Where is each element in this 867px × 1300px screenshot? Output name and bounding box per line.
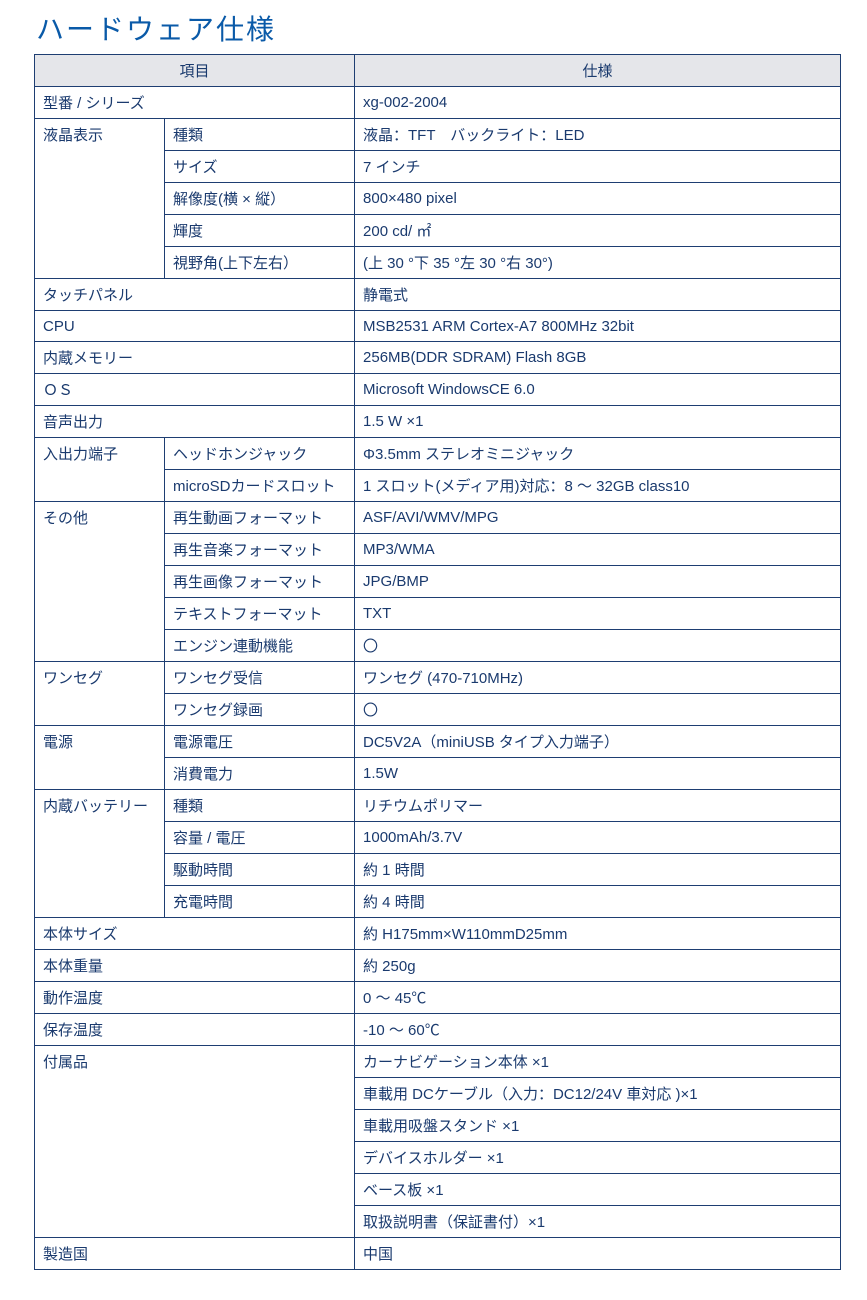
value-io-head: Φ3.5mm ステレオミニジャック <box>355 438 841 470</box>
value-power-cons: 1.5W <box>355 758 841 790</box>
label-oneseg-rec: ワンセグ録画 <box>165 694 355 726</box>
row-optemp: 動作温度 0 ～ 45℃ <box>35 982 841 1014</box>
value-other-image: JPG/BMP <box>355 566 841 598</box>
value-touch: 静電式 <box>355 279 841 311</box>
value-lcd-angle: (上 30 °下 35 °左 30 °右 30°) <box>355 247 841 279</box>
label-oneseg-recv: ワンセグ受信 <box>165 662 355 694</box>
group-other: その他 <box>35 502 165 662</box>
value-power-volt: DC5V2A（miniUSB タイプ入力端子） <box>355 726 841 758</box>
value-acc-2: 車載用 DCケーブル（入力：DC12/24V 車対応 )×1 <box>355 1078 841 1110</box>
value-other-video: ASF/AVI/WMV/MPG <box>355 502 841 534</box>
group-io: 入出力端子 <box>35 438 165 502</box>
row-bodyweight: 本体重量 約 250g <box>35 950 841 982</box>
label-bodyweight: 本体重量 <box>35 950 355 982</box>
value-lcd-size: 7 インチ <box>355 151 841 183</box>
value-os: Microsoft WindowsCE 6.0 <box>355 374 841 406</box>
row-lcd-type: 液晶表示 種類 液晶：TFT バックライト：LED <box>35 119 841 151</box>
label-lcd-res: 解像度(横 × 縦） <box>165 183 355 215</box>
header-row: 項目 仕様 <box>35 55 841 87</box>
label-bodysize: 本体サイズ <box>35 918 355 950</box>
spec-page: ハードウェア仕様 項目 仕様 型番 / シリーズ xg-002-2004 液晶表… <box>0 0 867 1300</box>
value-acc-4: デバイスホルダー ×1 <box>355 1142 841 1174</box>
group-oneseg: ワンセグ <box>35 662 165 726</box>
header-spec: 仕様 <box>355 55 841 87</box>
label-optemp: 動作温度 <box>35 982 355 1014</box>
value-storetemp: -10 ～ 60℃ <box>355 1014 841 1046</box>
label-power-cons: 消費電力 <box>165 758 355 790</box>
label-other-video: 再生動画フォーマット <box>165 502 355 534</box>
group-accessories: 付属品 <box>35 1046 355 1238</box>
value-lcd-type: 液晶：TFT バックライト：LED <box>355 119 841 151</box>
row-storetemp: 保存温度 -10 ～ 60℃ <box>35 1014 841 1046</box>
value-audio: 1.5 W ×1 <box>355 406 841 438</box>
row-battery-type: 内蔵バッテリー 種類 リチウムポリマー <box>35 790 841 822</box>
value-acc-6: 取扱説明書（保証書付）×1 <box>355 1206 841 1238</box>
value-acc-1: カーナビゲーション本体 ×1 <box>355 1046 841 1078</box>
label-touch: タッチパネル <box>35 279 355 311</box>
label-io-sd: microSDカードスロット <box>165 470 355 502</box>
value-battery-run: 約 1 時間 <box>355 854 841 886</box>
label-other-image: 再生画像フォーマット <box>165 566 355 598</box>
label-lcd-size: サイズ <box>165 151 355 183</box>
row-other-video: その他 再生動画フォーマット ASF/AVI/WMV/MPG <box>35 502 841 534</box>
label-power-volt: 電源電圧 <box>165 726 355 758</box>
value-memory: 256MB(DDR SDRAM) Flash 8GB <box>355 342 841 374</box>
row-oneseg-recv: ワンセグ ワンセグ受信 ワンセグ (470-710MHz) <box>35 662 841 694</box>
label-lcd-bright: 輝度 <box>165 215 355 247</box>
label-battery-cap: 容量 / 電圧 <box>165 822 355 854</box>
group-power: 電源 <box>35 726 165 790</box>
page-title: ハードウェア仕様 <box>36 8 841 48</box>
value-lcd-res: 800×480 pixel <box>355 183 841 215</box>
label-model: 型番 / シリーズ <box>35 87 355 119</box>
value-oneseg-rec: 〇 <box>355 694 841 726</box>
label-other-engine: エンジン連動機能 <box>165 630 355 662</box>
row-audio: 音声出力 1.5 W ×1 <box>35 406 841 438</box>
row-origin: 製造国 中国 <box>35 1238 841 1270</box>
value-io-sd: 1 スロット(メディア用)対応：8 ～ 32GB class10 <box>355 470 841 502</box>
value-optemp: 0 ～ 45℃ <box>355 982 841 1014</box>
label-battery-charge: 充電時間 <box>165 886 355 918</box>
row-touch: タッチパネル 静電式 <box>35 279 841 311</box>
group-battery: 内蔵バッテリー <box>35 790 165 918</box>
row-io-head: 入出力端子 ヘッドホンジャック Φ3.5mm ステレオミニジャック <box>35 438 841 470</box>
value-battery-type: リチウムポリマー <box>355 790 841 822</box>
value-other-engine: 〇 <box>355 630 841 662</box>
label-os: ＯＳ <box>35 374 355 406</box>
spec-table: 項目 仕様 型番 / シリーズ xg-002-2004 液晶表示 種類 液晶：T… <box>34 54 841 1270</box>
row-cpu: CPU MSB2531 ARM Cortex-A7 800MHz 32bit <box>35 311 841 342</box>
value-oneseg-recv: ワンセグ (470-710MHz) <box>355 662 841 694</box>
group-lcd: 液晶表示 <box>35 119 165 279</box>
label-origin: 製造国 <box>35 1238 355 1270</box>
row-model: 型番 / シリーズ xg-002-2004 <box>35 87 841 119</box>
row-os: ＯＳ Microsoft WindowsCE 6.0 <box>35 374 841 406</box>
label-battery-run: 駆動時間 <box>165 854 355 886</box>
value-other-music: MP3/WMA <box>355 534 841 566</box>
header-item: 項目 <box>35 55 355 87</box>
label-lcd-angle: 視野角(上下左右） <box>165 247 355 279</box>
label-audio: 音声出力 <box>35 406 355 438</box>
row-power-volt: 電源 電源電圧 DC5V2A（miniUSB タイプ入力端子） <box>35 726 841 758</box>
label-storetemp: 保存温度 <box>35 1014 355 1046</box>
label-battery-type: 種類 <box>165 790 355 822</box>
row-acc-1: 付属品 カーナビゲーション本体 ×1 <box>35 1046 841 1078</box>
row-bodysize: 本体サイズ 約 H175mm×W110mmD25mm <box>35 918 841 950</box>
value-bodysize: 約 H175mm×W110mmD25mm <box>355 918 841 950</box>
value-acc-5: ベース板 ×1 <box>355 1174 841 1206</box>
value-acc-3: 車載用吸盤スタンド ×1 <box>355 1110 841 1142</box>
value-cpu: MSB2531 ARM Cortex-A7 800MHz 32bit <box>355 311 841 342</box>
label-memory: 内蔵メモリー <box>35 342 355 374</box>
value-other-text: TXT <box>355 598 841 630</box>
label-other-music: 再生音楽フォーマット <box>165 534 355 566</box>
value-bodyweight: 約 250g <box>355 950 841 982</box>
label-other-text: テキストフォーマット <box>165 598 355 630</box>
label-cpu: CPU <box>35 311 355 342</box>
value-battery-charge: 約 4 時間 <box>355 886 841 918</box>
value-battery-cap: 1000mAh/3.7V <box>355 822 841 854</box>
value-origin: 中国 <box>355 1238 841 1270</box>
label-lcd-type: 種類 <box>165 119 355 151</box>
value-model: xg-002-2004 <box>355 87 841 119</box>
value-lcd-bright: 200 cd/ ㎡ <box>355 215 841 247</box>
label-io-head: ヘッドホンジャック <box>165 438 355 470</box>
row-memory: 内蔵メモリー 256MB(DDR SDRAM) Flash 8GB <box>35 342 841 374</box>
